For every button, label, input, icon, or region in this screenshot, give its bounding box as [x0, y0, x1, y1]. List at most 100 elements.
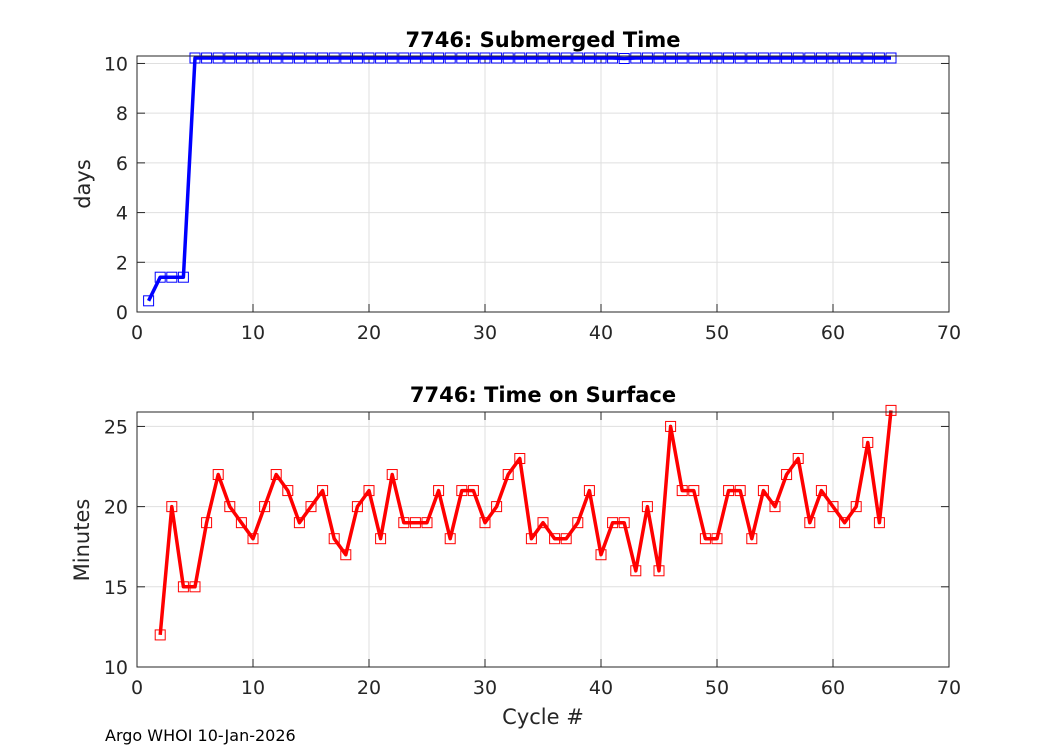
y-tick-label: 8 — [116, 103, 128, 125]
data-point-marker — [757, 52, 769, 64]
data-point-marker — [537, 52, 549, 64]
y-axis-label: days — [71, 159, 95, 209]
data-point-marker — [340, 52, 352, 64]
data-point-marker — [305, 501, 317, 513]
data-point-marker — [340, 549, 352, 561]
data-point-marker — [804, 52, 816, 64]
data-point-marker — [792, 52, 804, 64]
x-tick-label: 70 — [937, 677, 961, 699]
data-point-marker — [618, 52, 630, 64]
data-point-marker — [386, 469, 398, 481]
data-point-marker — [154, 629, 166, 641]
data-point-marker — [398, 517, 410, 529]
series-layer — [154, 404, 897, 641]
data-point-marker — [641, 501, 653, 513]
data-point-marker — [769, 501, 781, 513]
data-point-marker — [433, 485, 445, 497]
data-point-marker — [502, 469, 514, 481]
data-point-marker — [166, 271, 178, 283]
data-point-marker — [224, 52, 236, 64]
y-tick-label: 10 — [104, 657, 128, 679]
x-tick-label: 70 — [937, 322, 961, 344]
data-point-marker — [885, 404, 897, 416]
data-point-marker — [804, 517, 816, 529]
data-point-marker — [386, 52, 398, 64]
y-tick-label: 4 — [116, 203, 128, 225]
data-point-marker — [224, 501, 236, 513]
data-point-marker — [409, 52, 421, 64]
data-point-marker — [630, 52, 642, 64]
data-point-marker — [305, 52, 317, 64]
data-point-marker — [757, 485, 769, 497]
data-point-marker — [282, 485, 294, 497]
data-point-marker — [328, 533, 340, 545]
y-axis-label: Minutes — [70, 499, 94, 582]
data-point-marker — [421, 52, 433, 64]
data-point-marker — [815, 485, 827, 497]
tick-labels: 0 10 20 30 40 50 60 70 0 2 4 6 8 10 — [104, 53, 961, 344]
data-point-marker — [212, 52, 224, 64]
x-tick-label: 0 — [131, 677, 143, 699]
data-point-marker — [479, 52, 491, 64]
x-tick-label: 40 — [589, 677, 613, 699]
data-point-marker — [375, 533, 387, 545]
x-tick-label: 60 — [821, 322, 845, 344]
y-tick-label: 15 — [104, 577, 128, 599]
data-point-marker — [653, 52, 665, 64]
data-point-marker — [363, 485, 375, 497]
data-point-marker — [317, 485, 329, 497]
data-point-marker — [746, 52, 758, 64]
data-point-marker — [781, 469, 793, 481]
data-point-marker — [479, 517, 491, 529]
data-point-marker — [514, 453, 526, 465]
axes-box — [136, 411, 950, 668]
data-point-marker — [873, 517, 885, 529]
data-point-marker — [201, 52, 213, 64]
y-tick-label: 25 — [104, 416, 128, 438]
data-point-marker — [328, 52, 340, 64]
data-point-marker — [630, 565, 642, 577]
data-point-marker — [456, 52, 468, 64]
axes-box — [136, 55, 950, 313]
data-point-marker — [699, 52, 711, 64]
y-tick-label: 6 — [116, 153, 128, 175]
data-point-marker — [827, 501, 839, 513]
data-point-marker — [247, 52, 259, 64]
data-point-marker — [363, 52, 375, 64]
data-point-marker — [154, 271, 166, 283]
data-point-marker — [572, 52, 584, 64]
y-tick-label: 10 — [104, 53, 128, 75]
data-point-marker — [583, 52, 595, 64]
data-point-marker — [235, 52, 247, 64]
x-tick-label: 20 — [357, 677, 381, 699]
data-point-marker — [177, 581, 189, 593]
x-tick-label: 30 — [473, 677, 497, 699]
data-point-marker — [850, 52, 862, 64]
plot-area — [137, 412, 949, 667]
data-point-marker — [572, 517, 584, 529]
data-point-marker — [247, 533, 259, 545]
data-point-marker — [862, 436, 874, 448]
data-point-marker — [375, 52, 387, 64]
data-point-marker — [259, 501, 271, 513]
data-point-marker — [351, 501, 363, 513]
chart-title: 7746: Time on Surface — [410, 383, 676, 407]
data-point-marker — [734, 485, 746, 497]
data-point-marker — [723, 485, 735, 497]
data-point-marker — [618, 517, 630, 529]
x-tick-label: 10 — [241, 322, 265, 344]
data-point-marker — [398, 52, 410, 64]
data-point-marker — [560, 533, 572, 545]
data-point-marker — [711, 533, 723, 545]
data-point-marker — [873, 52, 885, 64]
data-point-marker — [792, 453, 804, 465]
x-tick-label: 10 — [241, 677, 265, 699]
data-point-marker — [166, 501, 178, 513]
data-point-marker — [549, 52, 561, 64]
x-tick-label: 30 — [473, 322, 497, 344]
data-point-marker — [525, 533, 537, 545]
chart-title: 7746: Submerged Time — [405, 28, 680, 52]
x-tick-label: 60 — [821, 677, 845, 699]
data-point-marker — [525, 52, 537, 64]
footer-credit: Argo WHOI 10-Jan-2026 — [105, 726, 296, 745]
